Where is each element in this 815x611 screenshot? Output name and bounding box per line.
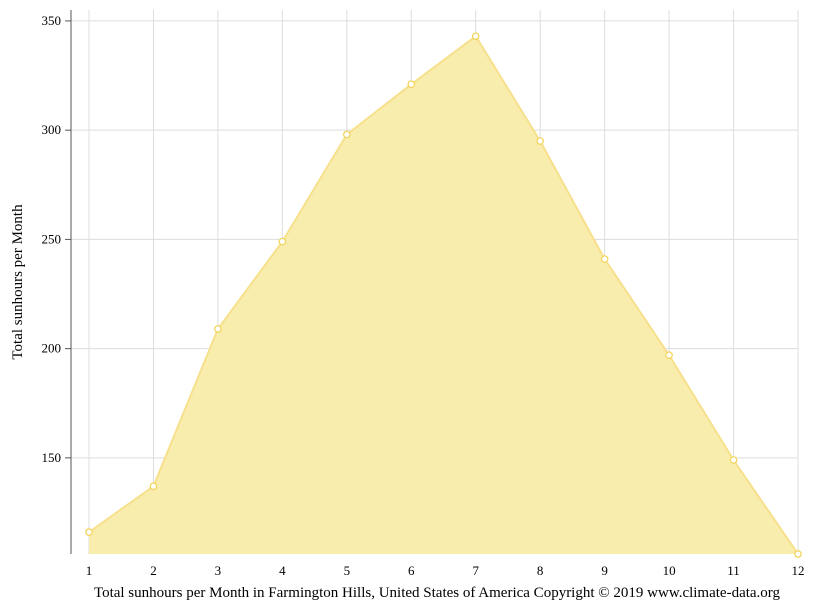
data-point <box>665 351 673 360</box>
x-tick-label: 12 <box>792 563 805 578</box>
y-axis-ticks: 150 200 250 300 350 <box>42 13 71 465</box>
x-tick-label: 11 <box>727 563 740 578</box>
x-tick-label: 6 <box>408 563 415 578</box>
data-point <box>471 32 480 41</box>
data-point <box>407 80 416 89</box>
x-tick-label: 1 <box>86 563 93 578</box>
y-tick-label: 150 <box>42 450 62 465</box>
data-point <box>600 255 609 263</box>
data-point <box>729 456 738 464</box>
x-tick-label: 5 <box>344 563 351 578</box>
x-tick-label: 10 <box>663 563 676 578</box>
area-line <box>88 34 799 555</box>
x-tick-label: 4 <box>279 563 286 578</box>
data-point <box>85 528 93 537</box>
x-tick-label: 9 <box>601 563 608 578</box>
area-fill <box>89 36 798 555</box>
data-point <box>149 482 158 491</box>
y-tick-label: 250 <box>42 231 62 246</box>
data-point <box>794 550 802 558</box>
x-tick-label: 8 <box>537 563 544 578</box>
x-tick-label: 7 <box>472 563 479 578</box>
y-axis-title: Total sunhours per Month <box>10 204 26 360</box>
data-points <box>85 32 802 558</box>
data-point <box>214 325 222 333</box>
area-series <box>88 34 799 555</box>
data-point <box>342 130 351 139</box>
y-tick-label: 300 <box>42 122 62 137</box>
chart-caption: Total sunhours per Month in Farmington H… <box>94 585 781 601</box>
data-point <box>278 237 287 246</box>
x-tick-label: 2 <box>150 563 157 578</box>
y-tick-label: 200 <box>42 341 62 356</box>
x-tick-label: 3 <box>215 563 222 578</box>
data-point <box>536 137 545 145</box>
x-axis-ticks: 1 2 3 4 5 6 7 8 9 10 11 12 <box>86 563 805 578</box>
y-tick-label: 350 <box>42 13 62 28</box>
